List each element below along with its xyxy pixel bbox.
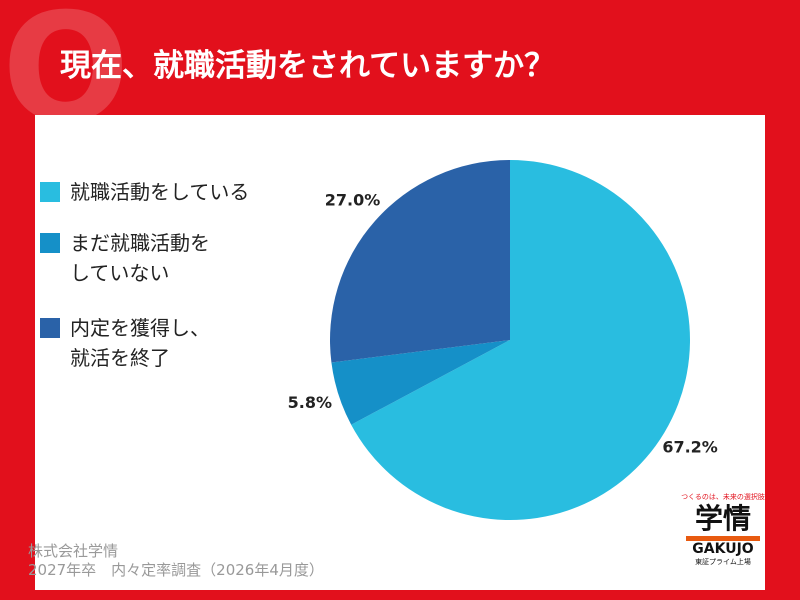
logo-listing: 東証プライム上場 [695, 558, 751, 566]
title: 現在、就職活動をされていますか？ [60, 48, 556, 84]
legend-swatch [40, 233, 60, 253]
logo-bar [686, 536, 760, 541]
value-label: 5.8% [288, 393, 332, 412]
value-label: 27.0% [325, 191, 381, 210]
pie-slice [331, 340, 510, 425]
logo-name: 学情 [694, 502, 751, 535]
company: 株式会社学情 [28, 542, 119, 560]
pie-slice [330, 159, 510, 363]
legend-label: 就職活動をしている [70, 180, 250, 204]
legend-label: 内定を獲得し、 就活を終了 [70, 316, 210, 370]
value-label: 67.2% [662, 438, 718, 457]
legend-label: まだ就職活動を していない [70, 231, 210, 285]
pie-slice [351, 160, 690, 520]
legend-swatch [40, 182, 60, 202]
logo-tagline: つくるのは、未来の選択肢 [681, 493, 765, 501]
legend-swatch [40, 318, 60, 338]
logo: つくるのは、未来の選択肢 学情 GAKUJO 東証プライム上場 [680, 492, 766, 567]
survey: 2027年卒 内々定率調査（2026年4月度） [28, 561, 324, 579]
logo-romaji: GAKUJO [692, 541, 754, 557]
